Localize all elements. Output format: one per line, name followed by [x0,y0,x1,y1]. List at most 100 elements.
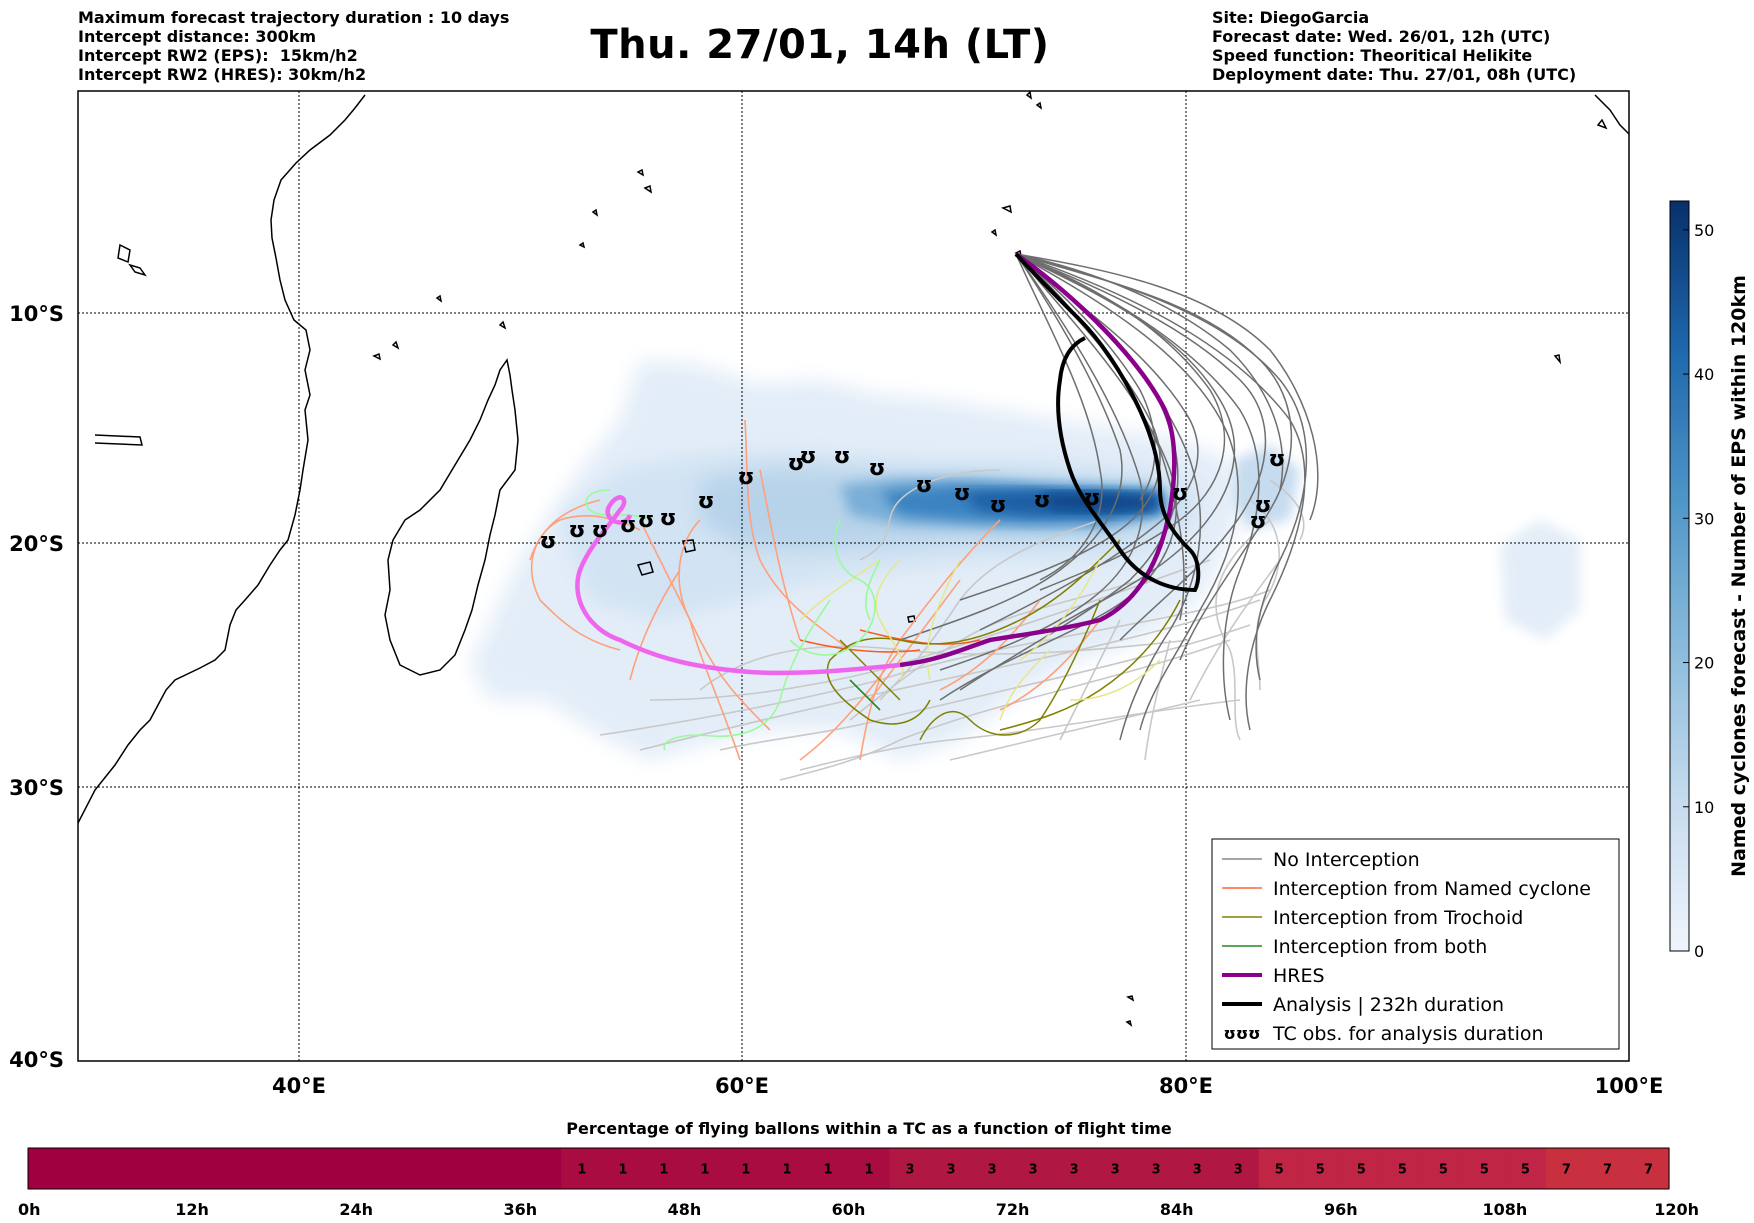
legend-label: No Interception [1273,849,1420,871]
header-line: Intercept distance: 300km [78,27,317,46]
tc-obs-symbol: ʊ [569,518,586,543]
flight-time-cell [602,1148,644,1189]
flight-time-cell [1504,1148,1547,1189]
tc-obs-symbol: ʊ [592,518,609,543]
flight-time-tick-label: 96h [1324,1200,1358,1219]
tc-obs-symbol: ʊ [1269,447,1286,472]
flight-time-cell-value: 5 [1275,1163,1284,1178]
tc-obs-symbol: ʊ [990,493,1007,518]
flight-time-tick-label: 48h [668,1200,702,1219]
tc-obs-symbol: ʊ [1250,509,1267,534]
legend-label: Interception from both [1273,936,1487,958]
flight-time-cell-value: 3 [1152,1163,1161,1178]
flight-time-cell [28,1148,70,1189]
gridlines [78,91,1629,1061]
flight-time-cell-value: 7 [1562,1163,1571,1178]
flight-time-cell-value: 7 [1644,1163,1653,1178]
flight-time-cell [725,1148,768,1189]
flight-time-bar-frame [27,1147,1670,1190]
legend-label: TC obs. for analysis duration [1272,1023,1544,1045]
flight-time-cell [1545,1148,1588,1189]
header-line: Speed function: Theoritical Helikite [1212,46,1533,65]
flight-time-cell [643,1148,685,1189]
colorbar-title: Named cyclones forecast - Number of EPS … [1728,275,1750,877]
eps-trajectories-interception-both [585,489,881,751]
colorbar-tick-label: 20 [1694,654,1714,673]
colorbar-gradient [1669,200,1690,952]
colorbar-tick-label: 50 [1694,221,1714,240]
flight-time-cell [1053,1148,1096,1189]
flight-time-tick-label: 24h [339,1200,373,1219]
flight-time-cell-value: 1 [577,1163,586,1178]
flight-time-cell-value: 3 [1193,1163,1202,1178]
flight-time-cell-value: 7 [1603,1163,1612,1178]
tc-obs-symbol: ʊ [1255,493,1272,518]
header-line: Intercept RW2 (HRES): 30km/h2 [78,65,367,84]
legend-item: Analysis | 232h duration [1222,994,1504,1016]
flight-time-tick-label: 120h [1654,1200,1699,1219]
legend-item: HRES [1222,965,1325,987]
tc-obs-symbol: ʊ [738,465,755,490]
y-tick-label: 10°S [9,302,64,326]
flight-time-cell-value: 1 [864,1163,873,1178]
flight-time-cell-value: 3 [988,1163,997,1178]
legend-item: Interception from both [1222,936,1487,958]
flight-time-tick-label: 84h [1160,1200,1194,1219]
flight-time-cell [1135,1148,1178,1189]
map-frame [77,90,1630,1062]
page-title: Thu. 27/01, 14h (LT) [590,22,1050,68]
colorbar-tick-label: 30 [1694,509,1714,528]
colorbar-tick-label: 0 [1694,942,1704,961]
flight-time-cell [561,1148,603,1189]
flight-time-cell [1340,1148,1383,1189]
flight-time-cell-value: 5 [1398,1163,1407,1178]
analysis-track [1014,252,1201,593]
flight-time-cell-value: 5 [1316,1163,1325,1178]
flight-time-cell [233,1148,275,1189]
flight-time-cell [766,1148,809,1189]
flight-time-cell [356,1148,398,1189]
colorbar-tick-label: 10 [1694,798,1714,817]
flight-time-bar: Percentage of flying ballons within a TC… [18,1119,1699,1219]
flight-time-cell [397,1148,439,1189]
flight-time-cell [69,1148,111,1189]
flight-time-cell-value: 1 [782,1163,791,1178]
tc-obs-symbol: ʊ [1172,481,1189,506]
flight-time-cell [930,1148,973,1189]
tc-obs-symbol: ʊ [954,481,971,506]
flight-time-bar-title: Percentage of flying ballons within a TC… [566,1119,1172,1138]
legend-item: Interception from Trochoid [1222,907,1523,929]
legend-item: Interception from Named cyclone [1222,878,1591,900]
flight-time-cell [1586,1148,1629,1189]
flight-time-cell [520,1148,562,1189]
x-tick-label: 60°E [715,1074,769,1098]
flight-time-cell-value: 3 [1070,1163,1079,1178]
x-tick-label: 80°E [1159,1074,1213,1098]
flight-time-cell-value: 1 [659,1163,668,1178]
hres-track-late [575,495,901,676]
site-info: Site: DiegoGarcia Forecast date: Wed. 26/… [1212,8,1576,84]
flight-time-cell [1176,1148,1219,1189]
flight-time-cell [479,1148,521,1189]
tc-obs-symbol: ʊ [620,513,637,538]
flight-time-cell [1627,1148,1670,1189]
flight-time-cell-value: 5 [1357,1163,1366,1178]
tc-obs-symbol: ʊ [540,529,557,554]
flight-time-cell [110,1148,152,1189]
x-tick-label: 100°E [1595,1074,1664,1098]
flight-time-cell [848,1148,891,1189]
tc-obs-symbol: ʊ [869,456,886,481]
flight-time-cell-value: 1 [618,1163,627,1178]
x-axis-labels: 40°E 60°E 80°E 100°E [272,1074,1663,1098]
header-line: Deployment date: Thu. 27/01, 08h (UTC) [1212,65,1577,84]
legend-label: Analysis | 232h duration [1273,994,1504,1016]
eps-trajectories-no-interception-light [599,469,1305,781]
legend-item: ʊʊʊ TC obs. for analysis duration [1223,1023,1543,1045]
flight-time-cell [315,1148,357,1189]
flight-time-cell [438,1148,480,1189]
flight-time-tick-label: 60h [832,1200,866,1219]
flight-time-cell [889,1148,932,1189]
flight-time-tick-label: 36h [503,1200,537,1219]
flight-time-tick-label: 0h [18,1200,41,1219]
